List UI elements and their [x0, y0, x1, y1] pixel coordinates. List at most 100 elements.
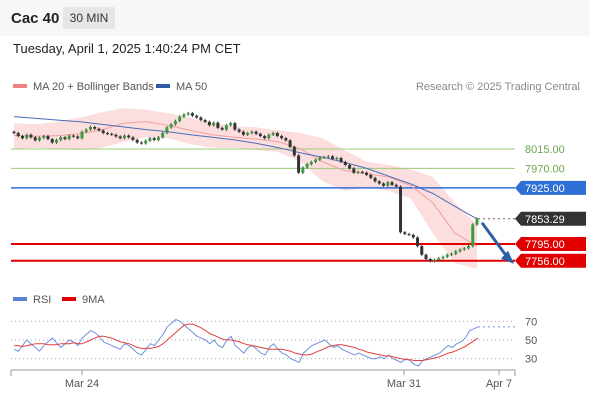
- candle-body: [237, 129, 241, 132]
- timestamp: Tuesday, April 1, 2025 1:40:24 PM CET: [13, 41, 241, 56]
- candle: [207, 120, 211, 127]
- candle-body: [373, 177, 377, 182]
- candle: [88, 125, 92, 131]
- candle: [224, 123, 228, 131]
- candle-body: [186, 113, 190, 115]
- candle-body: [399, 186, 403, 233]
- level-tag-text-3: 7853.29: [525, 214, 565, 226]
- candle: [365, 171, 369, 177]
- candle: [305, 162, 309, 169]
- level-label-0: 8015.00: [525, 144, 565, 156]
- candle-body: [46, 136, 50, 140]
- candle: [462, 246, 466, 251]
- candle: [267, 133, 271, 140]
- ma50-line: [13, 116, 478, 220]
- candle-body: [280, 136, 284, 139]
- candle: [139, 141, 143, 145]
- candle-body: [258, 133, 262, 137]
- candle-body: [267, 134, 271, 139]
- candle-body: [195, 115, 199, 118]
- candle-body: [59, 137, 63, 140]
- candlesticks: [12, 111, 479, 263]
- level-tag-3: 7853.29: [515, 211, 586, 226]
- price-level-labels: 8015.00 7970.00 7925.00 7853.29 7795.00 7756.…: [515, 144, 586, 268]
- candle: [411, 233, 415, 239]
- candle-body: [314, 159, 318, 162]
- level-tag-bg-5: [515, 253, 586, 268]
- candle: [356, 170, 360, 175]
- candle: [93, 125, 97, 131]
- candle: [173, 119, 177, 126]
- candle: [105, 131, 109, 136]
- candle-body: [63, 137, 67, 140]
- candle: [288, 139, 292, 149]
- candle: [297, 154, 301, 175]
- candle-body: [93, 126, 97, 129]
- candle: [373, 176, 377, 183]
- candle: [318, 156, 322, 162]
- candle: [46, 134, 50, 141]
- candle-body: [144, 140, 148, 144]
- candle: [271, 131, 275, 137]
- rsi-line: [13, 318, 479, 367]
- candle: [250, 130, 254, 135]
- candle-body: [212, 122, 216, 126]
- candle: [152, 136, 156, 142]
- candle: [369, 173, 373, 180]
- candle: [314, 158, 318, 164]
- candle: [135, 138, 139, 144]
- candle-body: [275, 133, 279, 137]
- candle: [450, 252, 454, 257]
- candle: [76, 135, 80, 140]
- candle-body: [348, 164, 352, 169]
- candle: [390, 180, 394, 187]
- candle: [246, 131, 250, 137]
- candle-body: [411, 234, 415, 238]
- candle-body: [377, 181, 381, 184]
- x-tick-label-1: Mar 31: [387, 378, 421, 390]
- candle: [284, 136, 288, 142]
- candle-body: [420, 246, 424, 255]
- candle: [326, 155, 330, 159]
- candle: [67, 134, 71, 141]
- level-label-1: 7970.00: [525, 163, 565, 175]
- rsi-9ma-line: [14, 323, 479, 361]
- candle-body: [88, 126, 92, 130]
- level-tag-bg-2: [515, 180, 586, 195]
- x-tick-label-2: Apr 7: [486, 378, 512, 390]
- candle: [161, 131, 165, 139]
- candle: [42, 134, 46, 140]
- candle-body: [433, 259, 437, 262]
- candle-body: [37, 137, 41, 141]
- candle-body: [403, 232, 407, 235]
- legend-swatch-ma50: [156, 84, 170, 88]
- candle-body: [471, 224, 475, 247]
- level-tag-4: 7795.00: [515, 236, 586, 251]
- candle-body: [114, 134, 118, 137]
- level-tag-bg-3: [515, 211, 586, 226]
- candle: [441, 255, 445, 260]
- candle: [335, 156, 339, 161]
- candle-body: [156, 137, 160, 140]
- candle-body: [29, 134, 33, 138]
- candle: [233, 121, 237, 131]
- candle-body: [50, 139, 54, 143]
- candle: [80, 130, 84, 140]
- candle-body: [365, 172, 369, 175]
- candle-body: [356, 171, 360, 173]
- candle: [416, 236, 420, 248]
- legend-label-ma50: MA 50: [176, 81, 207, 93]
- rsi-tick-70: 70: [525, 316, 537, 328]
- candle: [127, 134, 131, 139]
- candle: [178, 115, 182, 123]
- candle: [12, 130, 16, 135]
- candle: [424, 253, 428, 261]
- candle-body: [445, 254, 449, 257]
- candle: [118, 135, 122, 140]
- candle-body: [216, 122, 220, 128]
- timeframe-badge[interactable]: 30 MIN: [63, 7, 115, 29]
- candle-body: [437, 258, 441, 260]
- level-tag-5: 7756.00: [515, 253, 586, 268]
- level-tag-text-5: 7756.00: [525, 256, 565, 268]
